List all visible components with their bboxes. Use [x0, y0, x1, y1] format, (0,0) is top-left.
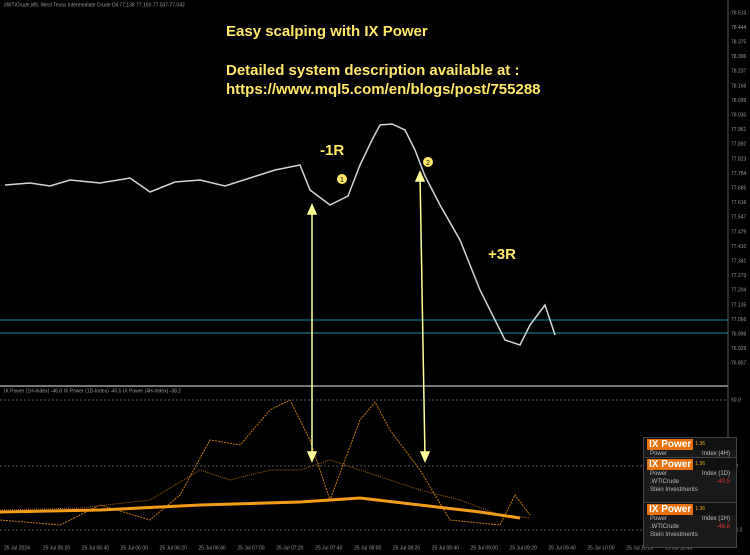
- price-label: 77.066: [731, 317, 747, 323]
- price-label: 78.168: [731, 83, 747, 89]
- widget-label: Power: [650, 471, 668, 477]
- price-label: 77.616: [731, 200, 747, 206]
- price-label: 78.375: [731, 40, 747, 46]
- widget-version: 1.36: [695, 441, 705, 447]
- price-label: 77.754: [731, 171, 747, 177]
- time-label: 25 Jul 05:20: [43, 545, 70, 551]
- widget-label: Power: [650, 451, 668, 457]
- trade-marker-label: 2: [426, 160, 430, 167]
- price-label: 77.204: [731, 288, 747, 294]
- trade-marker: [423, 157, 433, 167]
- trade-marker: [337, 174, 347, 184]
- arrowhead: [306, 203, 318, 215]
- widget-timeframe: Index (4H): [701, 451, 730, 457]
- widget-timeframe: Index (1H): [701, 516, 730, 522]
- time-label: 25 Jul 05:40: [82, 545, 109, 551]
- time-label: 25 Jul 10:40: [665, 545, 692, 551]
- time-label: 25 Jul 06:00: [121, 545, 148, 551]
- widget-company: Stein Investments: [650, 532, 698, 538]
- widget-symbol: .WTICrude: [650, 479, 680, 485]
- arrowhead: [306, 451, 318, 463]
- time-label: 25 Jul 09:00: [471, 545, 498, 551]
- widget-row: IX Power 1.36: [644, 503, 736, 515]
- ix-widget: IX Power 1.36 Power Index (1D) .WTICrude -40.…: [643, 457, 737, 503]
- time-label: 25 Jul 07:20: [276, 545, 303, 551]
- widget-version: 1.36: [695, 461, 705, 467]
- price-label: 78.099: [731, 98, 747, 104]
- widget-row: IX Power 1.36: [644, 458, 736, 470]
- index-1d-line: [0, 459, 531, 519]
- widget-row: .WTICrude -40.5: [644, 478, 736, 486]
- indicator-header: IX Power (1H-Index) -46.8 IX Power (1D-I…: [4, 388, 181, 394]
- widget-brand: IX Power: [647, 503, 694, 515]
- time-label: 25 Jul 07:40: [315, 545, 342, 551]
- widget-brand: IX Power: [647, 438, 694, 450]
- price-label: 76.929: [731, 346, 747, 352]
- index-4h-line: [0, 496, 521, 520]
- widget-row: Power Index (1H): [644, 515, 736, 523]
- title: Easy scalping with IX Power: [226, 23, 428, 40]
- time-label: 25 Jul 10:00: [587, 545, 614, 551]
- price-label: 77.135: [731, 302, 747, 308]
- gain-label: +3R: [488, 246, 516, 263]
- time-label: 25 Jul 08:00: [354, 545, 381, 551]
- price-label: 78.237: [731, 69, 747, 75]
- time-label: 25 Jul 07:00: [237, 545, 264, 551]
- price-label: 76.857: [731, 361, 747, 367]
- price-label: 78.306: [731, 54, 747, 60]
- time-label: 25 Jul 10:20: [626, 545, 653, 551]
- arrow: [419, 174, 426, 459]
- price-label: 77.892: [731, 142, 747, 148]
- subtitle: Detailed system description available at…: [226, 62, 519, 79]
- price-label: 78.513: [731, 10, 747, 16]
- price-label: 77.823: [731, 156, 747, 162]
- price-label: 77.410: [731, 244, 747, 250]
- time-label: 25 Jul 08:40: [432, 545, 459, 551]
- symbol-info: #WTICrude,M5: West Texas Intermediate Cr…: [4, 2, 185, 8]
- price-label: 77.961: [731, 127, 747, 133]
- widget-label: Power: [650, 516, 668, 522]
- trade-marker-label: 1: [340, 177, 344, 184]
- time-label: 25 Jul 08:20: [393, 545, 420, 551]
- widget-value: -40.5: [716, 479, 730, 485]
- loss-label: -1R: [320, 142, 344, 159]
- time-label: 25 Jul 2024: [4, 545, 30, 551]
- time-label: 25 Jul 06:40: [198, 545, 225, 551]
- price-line: [4, 123, 556, 346]
- time-label: 25 Jul 06:20: [160, 545, 187, 551]
- price-label: 77.273: [731, 273, 747, 279]
- time-label: 25 Jul 09:40: [548, 545, 575, 551]
- arrowhead: [419, 451, 431, 463]
- indicator-axis-label: 50.0: [731, 397, 741, 403]
- price-label: 77.547: [731, 215, 747, 221]
- widget-row: Stein Investments: [644, 531, 736, 539]
- index-1h-line: [0, 399, 531, 526]
- time-label: 25 Jul 09:20: [510, 545, 537, 551]
- ix-widget: IX Power 1.36 Power Index (1H) .WTICrude -46.…: [643, 502, 737, 548]
- price-label: 77.479: [731, 229, 747, 235]
- widget-row: Power Index (4H): [644, 450, 736, 458]
- price-label: 78.030: [731, 113, 747, 119]
- arrowhead: [414, 170, 426, 182]
- widget-version: 1.36: [695, 506, 705, 512]
- widget-row: Stein Investments: [644, 486, 736, 494]
- widget-symbol: .WTICrude: [650, 524, 680, 530]
- widget-row: IX Power 1.36: [644, 438, 736, 450]
- price-label: 77.685: [731, 186, 747, 192]
- widget-brand: IX Power: [647, 458, 694, 470]
- url: https://www.mql5.com/en/blogs/post/75528…: [226, 81, 541, 98]
- widget-timeframe: Index (1D): [701, 471, 730, 477]
- price-label: 77.341: [731, 259, 747, 265]
- widget-company: Stein Investments: [650, 487, 698, 493]
- price-label: 78.444: [731, 25, 747, 31]
- widget-row: Power Index (1D): [644, 470, 736, 478]
- widget-value: -46.8: [716, 524, 730, 530]
- price-label: 76.998: [731, 332, 747, 338]
- widget-row: .WTICrude -46.8: [644, 523, 736, 531]
